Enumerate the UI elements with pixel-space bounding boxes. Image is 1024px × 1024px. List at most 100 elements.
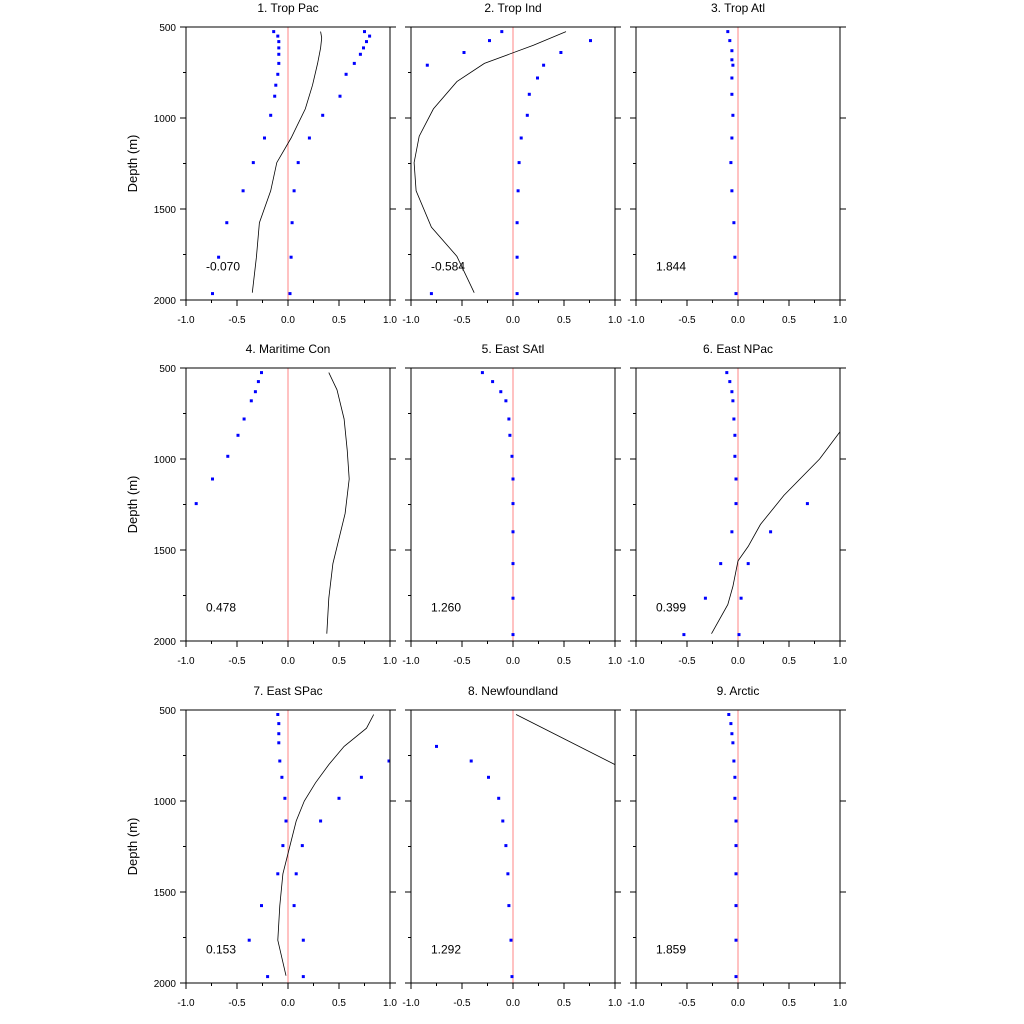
x-tick-label: 0.0 (731, 315, 745, 326)
profile-curve (515, 714, 616, 765)
data-point (276, 72, 280, 76)
data-point (507, 904, 511, 908)
data-point (488, 39, 491, 43)
data-point (277, 46, 281, 50)
x-tick-label: 0.0 (506, 315, 520, 326)
y-tick-label: 1000 (154, 114, 177, 125)
x-tick-label: -0.5 (228, 998, 246, 1009)
data-point (358, 52, 362, 56)
data-point (728, 39, 732, 43)
y-tick-label: 1500 (154, 888, 177, 899)
data-point (487, 775, 490, 779)
value-label: 1.859 (656, 943, 686, 957)
data-point (273, 94, 277, 98)
data-point (241, 189, 245, 193)
x-tick-label: 0.5 (557, 315, 571, 326)
data-point (730, 390, 734, 394)
data-point (256, 380, 260, 384)
data-point (301, 975, 305, 979)
data-point (292, 189, 296, 193)
profile-curve (277, 714, 375, 976)
data-point (504, 844, 508, 848)
data-point (729, 722, 733, 726)
data-point (511, 562, 515, 566)
x-tick-label: -1.0 (177, 998, 195, 1009)
panel-6: 6. East NPac -1.0 -0.5 0.0 0.5 1.0 0.399 (627, 342, 847, 667)
data-point (734, 502, 738, 506)
data-point (289, 255, 293, 259)
data-point (365, 40, 368, 44)
data-point (469, 759, 473, 763)
data-point (734, 292, 738, 296)
data-point (344, 72, 348, 76)
panel-title: 3. Trop Atl (711, 1, 765, 15)
data-point (500, 30, 504, 34)
panel-2: 2. Trop Ind -1.0 -0.5 0.0 0.5 1.0 -0.584 (402, 1, 622, 326)
data-point (733, 433, 737, 437)
data-point (730, 92, 734, 96)
x-tick-label: 1.0 (383, 656, 397, 667)
y-tick-label: 500 (159, 364, 176, 375)
data-point (507, 417, 511, 421)
x-tick-label: -1.0 (402, 315, 420, 326)
panel-title: 8. Newfoundland (468, 684, 558, 698)
data-point (363, 30, 366, 34)
data-point (277, 52, 281, 56)
x-tick-label: -0.5 (678, 656, 696, 667)
data-point (288, 292, 292, 296)
x-tick-label: -1.0 (627, 315, 645, 326)
data-point (725, 371, 729, 375)
profile-curve (326, 372, 350, 634)
data-point (217, 255, 221, 259)
x-tick-label: 0.0 (281, 315, 295, 326)
data-point (730, 49, 734, 53)
data-point (682, 633, 686, 637)
data-point (260, 904, 263, 908)
x-tick-label: -0.5 (678, 315, 696, 326)
x-tick-label: -0.5 (453, 656, 471, 667)
data-point (733, 255, 737, 259)
data-point (269, 113, 273, 117)
x-tick-label: 1.0 (383, 998, 397, 1009)
x-tick-label: 1.0 (608, 315, 622, 326)
data-point (319, 819, 323, 823)
data-point (516, 189, 520, 193)
x-tick-label: 0.5 (782, 656, 796, 667)
data-point (732, 759, 736, 763)
data-point (211, 477, 214, 481)
data-point (511, 502, 515, 506)
data-point (337, 796, 341, 800)
data-point (733, 454, 737, 458)
x-tick-label: 0.5 (782, 998, 796, 1009)
data-point (277, 722, 281, 726)
panel-7: 7. East SPac -1.0 -0.5 0.0 0.5 1.0 500 1000 1500… (125, 684, 397, 1009)
panel-9: 9. Arctic -1.0 -0.5 0.0 0.5 1.0 1.859 (627, 684, 847, 1009)
data-point (726, 30, 730, 34)
x-tick-label: 1.0 (383, 315, 397, 326)
panel-title: 2. Trop Ind (484, 1, 541, 15)
profile-curve (711, 431, 841, 634)
x-tick-label: 0.0 (731, 656, 745, 667)
value-label: 0.153 (206, 943, 236, 957)
data-point (263, 136, 266, 140)
x-tick-label: 0.5 (782, 315, 796, 326)
data-point (480, 371, 484, 375)
data-point (515, 292, 519, 296)
y-tick-label: 1500 (154, 546, 177, 557)
x-tick-label: 1.0 (608, 998, 622, 1009)
x-tick-label: 0.5 (332, 315, 346, 326)
data-point (719, 562, 723, 566)
data-point (732, 221, 736, 225)
data-point (338, 94, 342, 98)
data-point (294, 872, 298, 876)
data-point (497, 796, 501, 800)
data-point (734, 872, 738, 876)
data-point (251, 161, 255, 165)
value-label: 1.260 (431, 601, 461, 615)
x-tick-label: 0.5 (557, 998, 571, 1009)
value-label: 0.399 (656, 601, 686, 615)
data-point (499, 390, 503, 394)
data-point (211, 292, 214, 296)
x-tick-label: -1.0 (402, 656, 420, 667)
data-point (511, 477, 515, 481)
